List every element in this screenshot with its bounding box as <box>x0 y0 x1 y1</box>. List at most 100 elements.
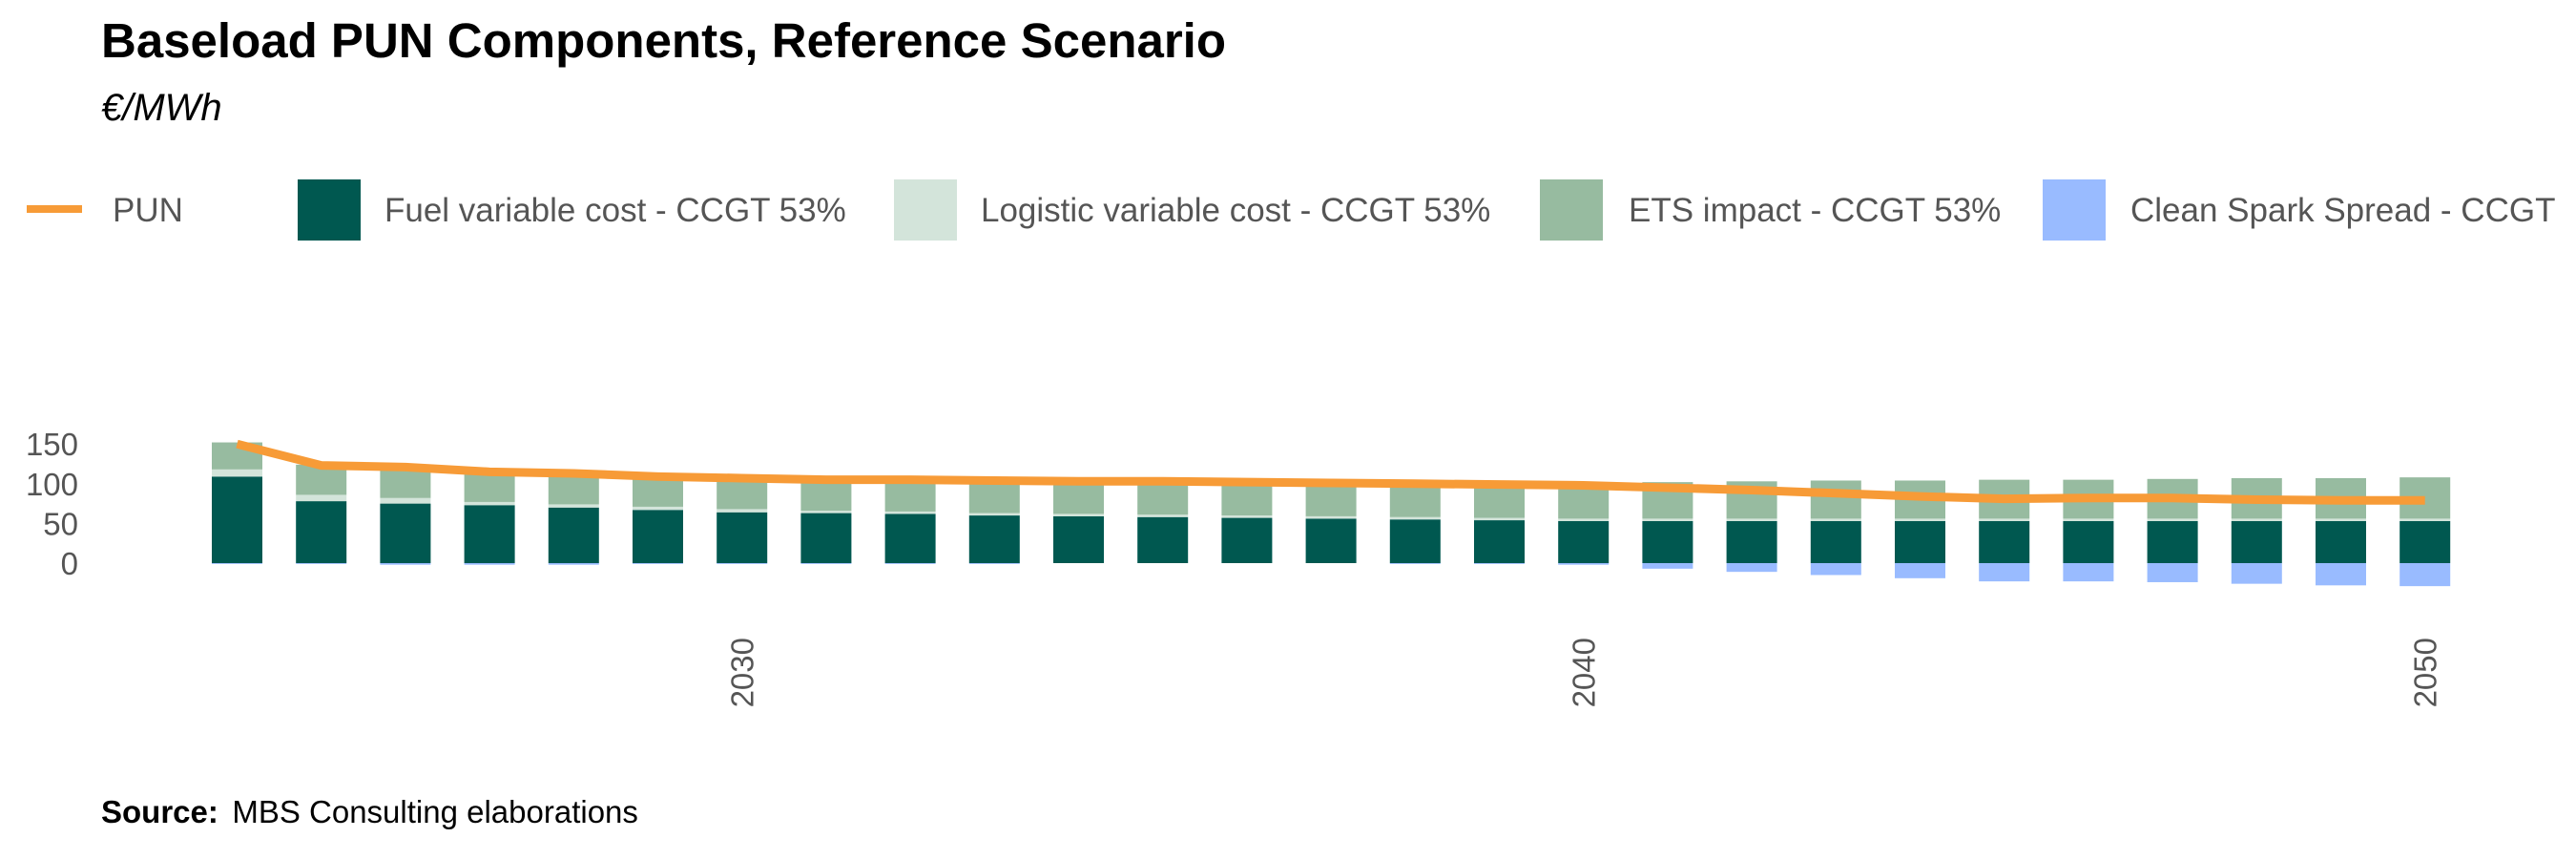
bar-segment <box>296 494 347 502</box>
bar-segment <box>1137 514 1189 517</box>
bar-segment <box>1305 482 1357 516</box>
chart-title: Baseload PUN Components, Reference Scena… <box>101 13 1226 68</box>
x-tick-label: 2040 <box>1567 638 1602 707</box>
bar-segment <box>1221 482 1273 516</box>
bar-segment <box>2316 563 2366 586</box>
legend-key-ets-impact-ccgt-53 <box>1540 179 1603 241</box>
bar-segment <box>1221 517 1273 563</box>
bar-segment <box>633 477 683 507</box>
bar-segment <box>884 511 936 514</box>
bar-segment <box>380 563 431 565</box>
bar-segment <box>1389 563 1441 564</box>
x-tick-label: 2030 <box>725 638 760 707</box>
bar-segment <box>800 513 852 563</box>
legend-label-fuel-variable-cost-ccgt-53: Fuel variable cost - CCGT 53% <box>384 192 846 229</box>
legend-label-pun: PUN <box>113 192 183 229</box>
bar-segment <box>548 504 599 508</box>
y-tick-label: 100 <box>26 467 78 502</box>
bar-segment <box>1642 563 1693 569</box>
bar-segment <box>1474 483 1525 518</box>
bar-segment <box>2063 563 2114 582</box>
bar-segment <box>1221 515 1273 518</box>
bar-segment <box>464 471 515 502</box>
bar-segment <box>212 563 262 564</box>
bar-segment <box>1389 519 1441 563</box>
bar-segment <box>1810 518 1861 521</box>
legend-key-clean-spark-spread-ccgt <box>2043 179 2106 241</box>
x-axis: 2030 2040 2050 <box>725 638 2443 707</box>
bar-segment <box>2147 563 2198 582</box>
bar-segment <box>884 513 936 563</box>
line-pun <box>236 439 2425 505</box>
bar-segment <box>548 472 599 505</box>
legend-label-logistic-variable-cost-ccgt-53: Logistic variable cost - CCGT 53% <box>981 192 1490 229</box>
bar-segment <box>633 506 683 511</box>
bar-segment <box>1558 518 1610 521</box>
bar-segment <box>1053 515 1104 563</box>
bar-segment <box>1642 520 1693 563</box>
bar-segment <box>633 510 683 563</box>
bar-segment <box>1810 480 1861 519</box>
bar-segment <box>1389 516 1441 520</box>
legend-label-clean-spark-spread-ccgt: Clean Spark Spread - CCGT <box>2130 192 2555 229</box>
bar-segment <box>968 513 1020 516</box>
bar-segment <box>464 505 515 563</box>
bar-segment <box>212 469 262 477</box>
bar-segment <box>1053 481 1104 514</box>
x-tick-label: 2050 <box>2408 638 2443 707</box>
bar-segment <box>548 563 599 565</box>
bar-segment <box>1726 563 1777 573</box>
bar-segment <box>1558 563 1610 565</box>
bar-segment <box>1979 563 2030 582</box>
bar-segment <box>2147 520 2198 563</box>
legend-key-fuel-variable-cost-ccgt-53 <box>298 179 361 241</box>
bar-segment <box>1642 518 1693 521</box>
bar-segment <box>968 482 1020 513</box>
line-series-group <box>236 439 2425 505</box>
bar-segment <box>1305 518 1357 563</box>
bar-segment <box>1895 518 1945 521</box>
bar-segment <box>2063 518 2114 521</box>
bar-segment <box>1810 563 1861 576</box>
y-axis: 150 100 50 0 <box>26 427 78 581</box>
bar-segment <box>968 515 1020 563</box>
bar-segment <box>1558 520 1610 563</box>
bar-segment <box>968 563 1020 564</box>
bar-segment <box>464 501 515 506</box>
bar-segment <box>717 563 768 564</box>
y-tick-label: 150 <box>26 427 78 462</box>
y-tick-label: 0 <box>61 546 78 581</box>
bar-segment <box>1979 518 2030 521</box>
bar-segment <box>296 563 347 564</box>
bar-segment <box>1895 563 1945 578</box>
bar-segment <box>1979 520 2030 563</box>
chart-subtitle: €/MWh <box>101 87 222 129</box>
bar-segment <box>2399 563 2451 587</box>
bar-segment <box>380 503 431 563</box>
bar-segment <box>2231 520 2282 563</box>
bar-segment <box>1726 518 1777 521</box>
bar-segment <box>800 563 852 564</box>
source-note: Source: MBS Consulting elaborations <box>101 794 638 829</box>
bar-segment <box>2063 520 2114 563</box>
bar-segment <box>1474 517 1525 521</box>
bar-segment <box>2231 563 2282 584</box>
bar-segment <box>1137 482 1189 515</box>
bar-segment <box>1305 515 1357 519</box>
bar-segment <box>212 476 262 563</box>
bar-segment <box>2316 518 2366 521</box>
bar-segment <box>2231 518 2282 521</box>
bar-segment <box>1726 520 1777 563</box>
bar-segment <box>1053 513 1104 516</box>
bar-segment <box>1137 516 1189 563</box>
bar-segment <box>800 511 852 513</box>
bar-segment <box>1474 520 1525 563</box>
bar-segment <box>2147 518 2198 521</box>
bar-segment <box>884 482 936 512</box>
bar-segment <box>380 497 431 504</box>
bar-segment <box>2399 520 2451 563</box>
bar-segment <box>296 501 347 563</box>
bar-segment <box>1810 520 1861 563</box>
legend: PUN Fuel variable cost - CCGT 53% Logistic… <box>27 179 2555 241</box>
